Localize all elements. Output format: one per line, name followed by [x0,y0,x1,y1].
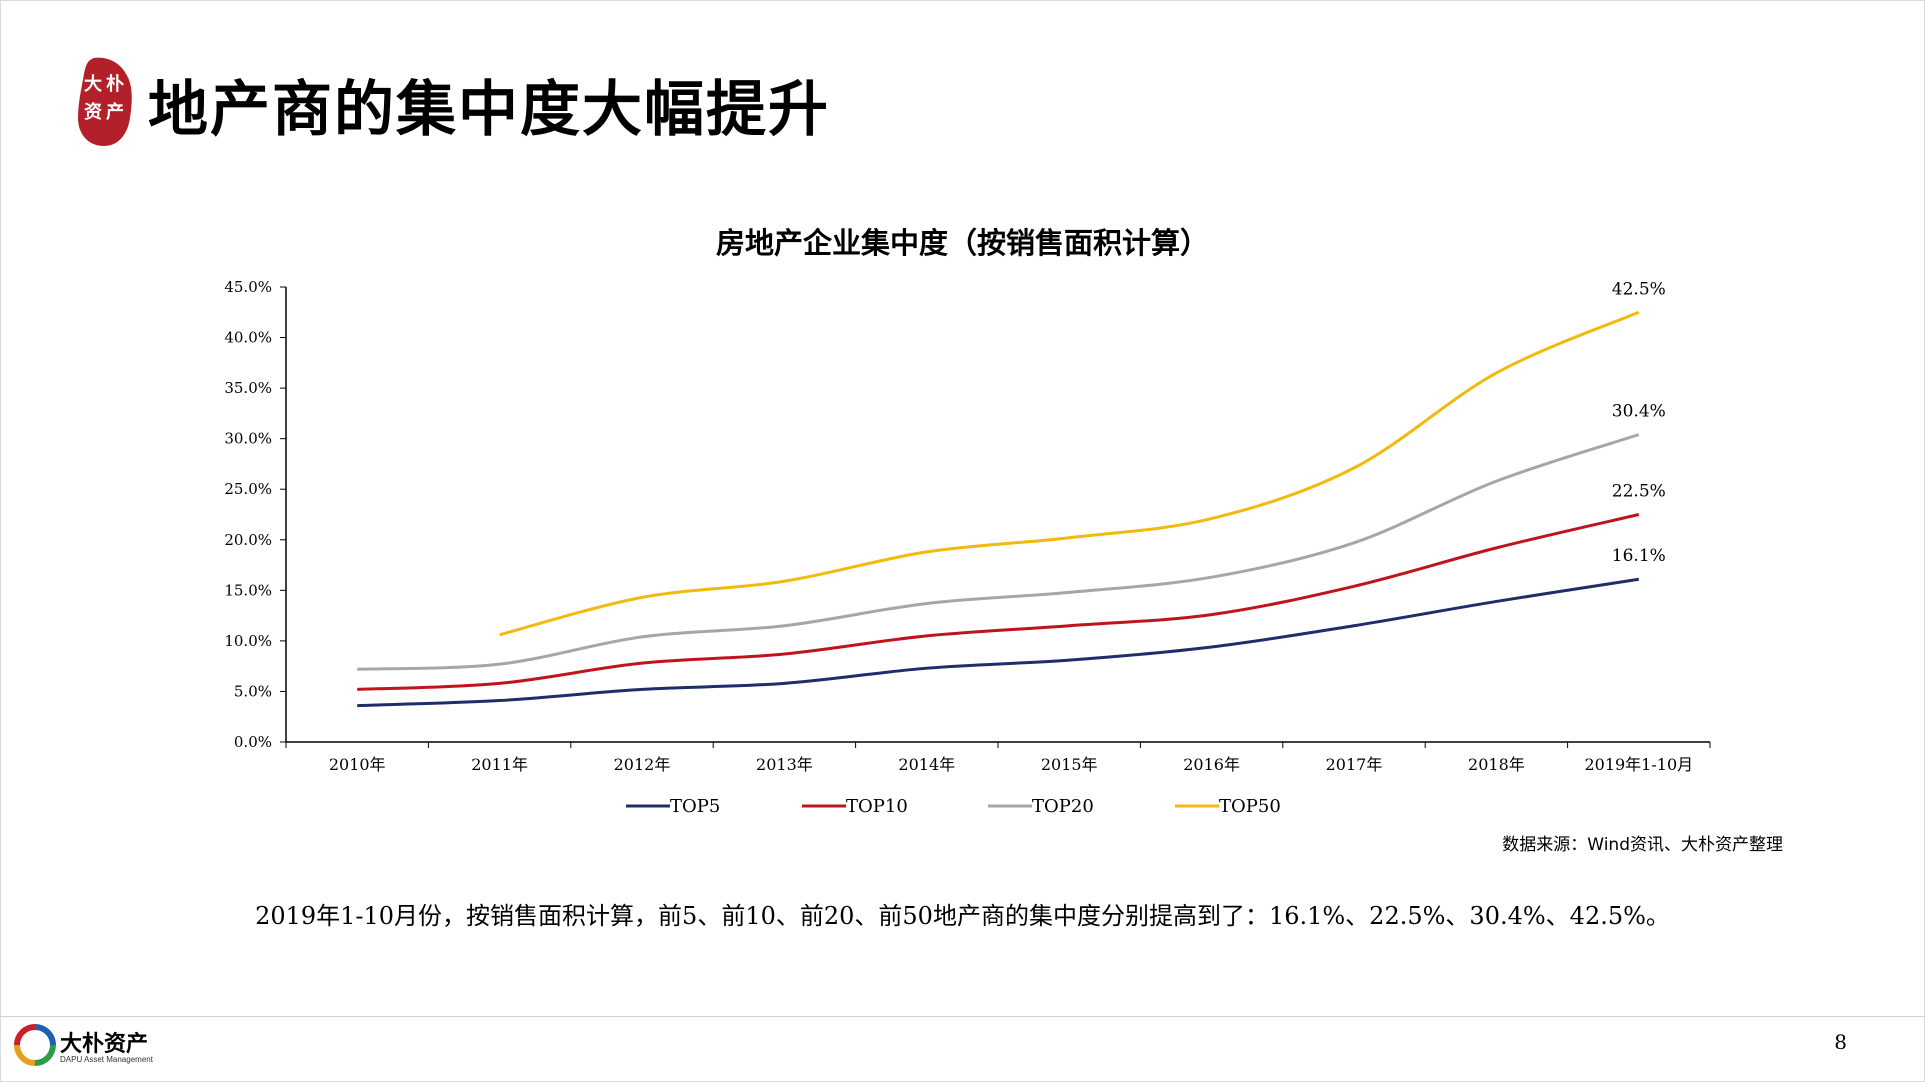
svg-text:资: 资 [84,101,102,123]
y-tick-label: 5.0% [234,682,272,700]
svg-text:大: 大 [84,73,102,95]
series-line-top10 [357,513,1640,691]
svg-text:朴: 朴 [106,73,124,95]
x-tick-label: 2014年 [898,755,955,774]
end-label-top20: 30.4% [1612,402,1666,422]
x-tick-label: 2019年1-10月 [1584,755,1693,774]
x-tick-label: 2016年 [1183,755,1240,774]
x-tick-label: 2018年 [1468,755,1525,774]
legend-label-top50: TOP50 [1219,796,1281,817]
page-number: 8 [1834,1030,1847,1054]
end-label-top5: 16.1% [1612,546,1666,566]
svg-text:产: 产 [106,101,124,123]
x-tick-label: 2013年 [756,755,813,774]
series-line-top20 [357,433,1640,671]
line-chart: 0.0% 5.0% 10.0% 15.0% 20.0% 25.0% 30.0% 35.0% 40… [224,278,1711,817]
legend-label-top10: TOP10 [846,796,908,817]
footer-logo: 大朴资产 DAPU Asset Management [14,1022,194,1072]
series-line-top50 [499,310,1640,637]
source-note: 数据来源：Wind资讯、大朴资产整理 [1502,835,1783,855]
seal-logo-icon: 大 朴 资 产 [78,57,132,146]
footer-brand-en: DAPU Asset Management [60,1055,153,1064]
y-tick-label: 15.0% [224,581,272,599]
legend-label-top5: TOP5 [670,796,720,817]
x-tick-label: 2010年 [329,755,386,774]
end-label-top10: 22.5% [1612,482,1666,502]
y-tick-label: 35.0% [224,379,272,397]
y-tick-label: 20.0% [224,531,272,549]
dapu-logo-icon [14,1024,56,1066]
y-tick-label: 45.0% [224,278,272,296]
y-tick-label: 10.0% [224,632,272,650]
end-label-top50: 42.5% [1612,279,1666,299]
x-tick-label: 2017年 [1326,755,1383,774]
footer-brand-cn: 大朴资产 [60,1032,149,1057]
x-tick-label: 2015年 [1041,755,1098,774]
series-line-top5 [357,577,1640,708]
page-title: 地产商的集中度大幅提升 [148,75,830,145]
y-tick-label: 30.0% [224,430,272,448]
chart-title: 房地产企业集中度（按销售面积计算） [715,226,1209,260]
y-tick-label: 40.0% [224,329,272,347]
y-tick-label: 25.0% [224,480,272,498]
summary-text: 2019年1-10月份，按销售面积计算，前5、前10、前20、前50地产商的集中… [255,902,1670,930]
x-tick-label: 2011年 [471,755,528,774]
legend-label-top20: TOP20 [1032,796,1094,817]
footer-divider [0,1016,1925,1017]
y-tick-label: 0.0% [234,733,272,751]
x-tick-label: 2012年 [614,755,671,774]
